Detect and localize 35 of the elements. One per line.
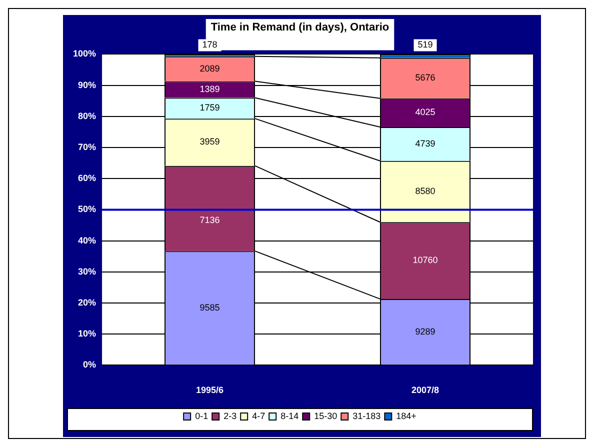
text: 519 xyxy=(418,40,433,50)
y-tick-label: 10% xyxy=(78,328,96,339)
legend-label: 15-30 xyxy=(314,410,338,421)
legend-label: 184+ xyxy=(396,410,416,421)
annotation: 5676 xyxy=(415,72,436,83)
y-tick-label: 70% xyxy=(78,142,96,152)
legend-label: 31-183 xyxy=(352,410,381,421)
x-tick-label: 2007/8 xyxy=(411,385,440,396)
text: 178 xyxy=(202,40,218,50)
y-tick-label: 0% xyxy=(83,360,96,370)
y-tick-label: 80% xyxy=(78,110,96,121)
annotation: 2089 xyxy=(200,63,220,74)
annotation: 4025 xyxy=(415,107,436,118)
legend-label: 4-7 xyxy=(252,410,266,421)
legend-label: 0-1 xyxy=(195,410,208,421)
annotation: 10760 xyxy=(412,255,438,266)
y-tick-label: 90% xyxy=(78,80,96,90)
y-tick-label: 40% xyxy=(78,235,96,246)
annotation: 9585 xyxy=(200,302,220,313)
annotation: 7136 xyxy=(200,214,220,225)
annotation: 4739 xyxy=(415,138,436,148)
annotation: 1759 xyxy=(200,102,220,113)
y-tick-label: 50% xyxy=(78,204,96,214)
x-tick-label: 1995/6 xyxy=(196,385,224,396)
legend-label: 8-14 xyxy=(280,410,299,421)
annotation: 1389 xyxy=(200,84,220,94)
annotation: 3959 xyxy=(200,136,220,147)
y-tick-label: 20% xyxy=(78,297,96,308)
annotation: 8580 xyxy=(415,186,436,196)
y-tick-label: 60% xyxy=(78,173,96,184)
chart-title: Time in Remand (in days), Ontario xyxy=(210,22,390,34)
y-tick-label: 100% xyxy=(72,48,96,59)
legend-label: 2-3 xyxy=(224,410,237,421)
annotation: 9289 xyxy=(415,326,436,337)
y-tick-label: 30% xyxy=(78,266,96,276)
